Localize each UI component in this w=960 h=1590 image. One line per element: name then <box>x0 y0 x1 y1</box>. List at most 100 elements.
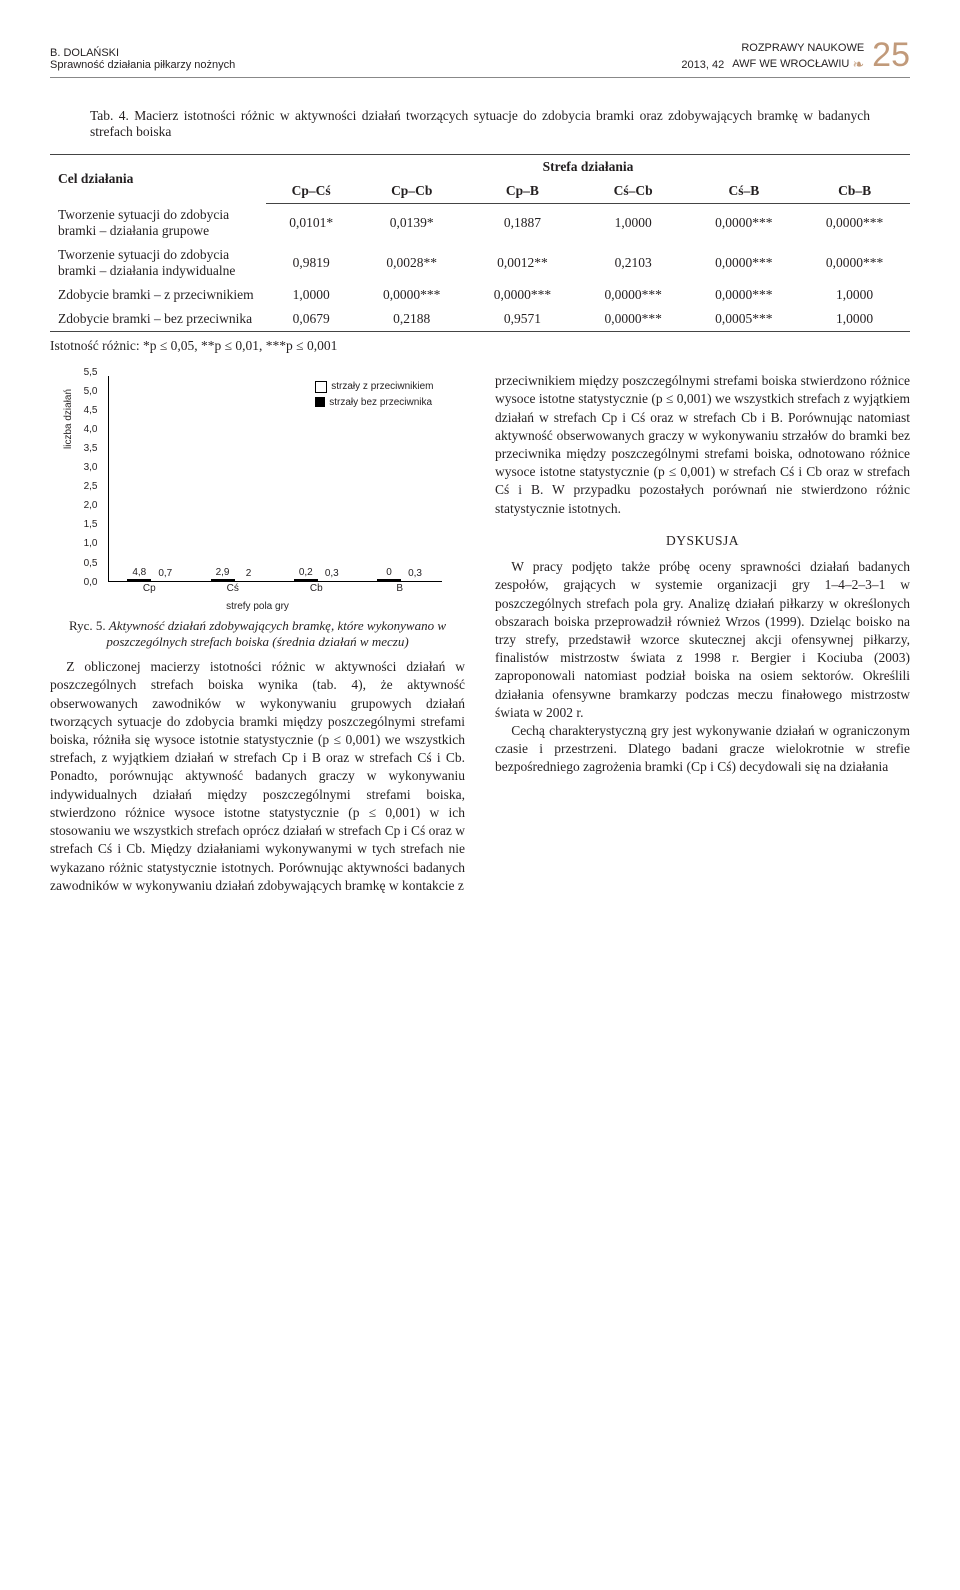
bar-chart: liczba działań 0,00,51,01,52,02,53,03,54… <box>68 372 448 602</box>
flame-icon: ❧ <box>852 56 864 72</box>
page-number: 25 <box>872 40 910 71</box>
bar-group: 0,20,3 <box>282 579 355 581</box>
table-caption-text: Macierz istotności różnic w aktywności d… <box>90 108 870 139</box>
bar-value-label: 2 <box>246 567 252 581</box>
bar-value-label: 0,7 <box>158 567 172 581</box>
right-column: przeciwnikiem między poszczególnymi stre… <box>495 372 910 895</box>
table-body: Tworzenie sytuacji do zdobycia bramki – … <box>50 203 910 332</box>
y-tick: 3,0 <box>84 461 98 475</box>
y-tick: 0,5 <box>84 556 98 570</box>
table-cell: 1,0000 <box>799 283 910 307</box>
row-label: Zdobycie bramki – bez przeciwnika <box>50 307 266 332</box>
bar-value-label: 0,3 <box>408 567 422 581</box>
table-cell: 0,1887 <box>467 203 578 243</box>
row-label: Tworzenie sytuacji do zdobycia bramki – … <box>50 243 266 283</box>
table-cell: 0,0000*** <box>578 307 689 332</box>
table-cell: 0,0000*** <box>356 283 467 307</box>
legend-row: strzały z przeciwnikiem <box>315 380 433 394</box>
x-tick-label: Cp <box>108 582 192 602</box>
header-journal-line1: ROZPRAWY NAUKOWE <box>732 42 864 54</box>
table-cell: 0,0000*** <box>578 283 689 307</box>
header-year: 2013, 42 <box>681 59 724 71</box>
table-cell: 1,0000 <box>799 307 910 332</box>
header-journal-line2: AWF WE WROCŁAWIU ❧ <box>732 54 864 71</box>
chart-legend: strzały z przeciwnikiem strzały bez prze… <box>311 378 437 413</box>
table-cell: 0,0000*** <box>799 203 910 243</box>
header-subtitle: Sprawność działania piłkarzy nożnych <box>50 59 235 71</box>
significance-note: Istotność różnic: *p ≤ 0,05, **p ≤ 0,01,… <box>50 338 910 354</box>
legend-row: strzały bez przeciwnika <box>315 396 433 410</box>
bar-value-label: 0 <box>386 566 392 580</box>
table-cell: 0,0005*** <box>689 307 800 332</box>
table-cell: 0,0139* <box>356 203 467 243</box>
table-caption-prefix: Tab. 4. <box>90 108 134 123</box>
y-axis: 0,00,51,01,52,02,53,03,54,04,55,05,5 <box>68 372 102 582</box>
column-header: Cp–Cb <box>356 179 467 204</box>
right-paragraph: przeciwnikiem między poszczególnymi stre… <box>495 372 910 518</box>
table-cell: 0,0012** <box>467 243 578 283</box>
table-cell: 0,0000*** <box>689 283 800 307</box>
table-cell: 1,0000 <box>266 283 356 307</box>
y-tick: 2,0 <box>84 499 98 513</box>
x-axis-labels: CpCśCbB <box>108 582 442 602</box>
table-row: Zdobycie bramki – bez przeciwnika0,06790… <box>50 307 910 332</box>
bar-group: 4,80,7 <box>115 579 188 581</box>
y-tick: 4,5 <box>84 404 98 418</box>
table-cell: 0,0000*** <box>689 203 800 243</box>
table-cell: 0,0028** <box>356 243 467 283</box>
legend-swatch-black <box>315 397 325 407</box>
header-right: 2013, 42 ROZPRAWY NAUKOWE AWF WE WROCŁAW… <box>681 40 910 71</box>
page-header: B. DOLAŃSKI Sprawność działania piłkarzy… <box>50 40 910 78</box>
column-header: Cś–Cb <box>578 179 689 204</box>
table-row: Tworzenie sytuacji do zdobycia bramki – … <box>50 203 910 243</box>
y-tick: 5,0 <box>84 384 98 398</box>
discussion-heading: DYSKUSJA <box>495 532 910 550</box>
table-cell: 0,0000*** <box>799 243 910 283</box>
bar-value-label: 2,9 <box>216 566 230 580</box>
legend-swatch-white <box>315 381 327 393</box>
two-column-region: liczba działań 0,00,51,01,52,02,53,03,54… <box>50 372 910 895</box>
left-column: liczba działań 0,00,51,01,52,02,53,03,54… <box>50 372 465 895</box>
x-tick-label: Cb <box>275 582 359 602</box>
y-tick: 2,5 <box>84 480 98 494</box>
column-header: Cś–B <box>689 179 800 204</box>
bar-with-opponent: 4,8 <box>127 579 151 581</box>
x-axis-title: strefy pola gry <box>50 600 465 614</box>
column-header: Cp–B <box>467 179 578 204</box>
chart-wrap: liczba działań 0,00,51,01,52,02,53,03,54… <box>50 372 465 650</box>
row-label: Tworzenie sytuacji do zdobycia bramki – … <box>50 203 266 243</box>
table-caption: Tab. 4. Macierz istotności różnic w akty… <box>90 108 870 140</box>
table-cell: 0,0000*** <box>689 243 800 283</box>
column-header: Cp–Cś <box>266 179 356 204</box>
y-tick: 1,0 <box>84 537 98 551</box>
super-header: Strefa działania <box>266 154 910 179</box>
row-header-label: Cel działania <box>50 154 266 203</box>
table-cell: 0,9571 <box>467 307 578 332</box>
y-tick: 5,5 <box>84 365 98 379</box>
table-cell: 0,0000*** <box>467 283 578 307</box>
table-cell: 0,2103 <box>578 243 689 283</box>
header-journal-text: AWF WE WROCŁAWIU <box>732 58 849 70</box>
chart-caption: Ryc. 5. Aktywność działań zdobywających … <box>50 618 465 651</box>
chart-caption-text: Aktywność działań zdobywających bramkę, … <box>106 618 446 649</box>
table-cell: 0,2188 <box>356 307 467 332</box>
y-tick: 0,0 <box>84 575 98 589</box>
bar-value-label: 0,2 <box>299 566 313 580</box>
table-cell: 1,0000 <box>578 203 689 243</box>
chart-caption-prefix: Ryc. 5. <box>69 618 109 633</box>
table-row: Zdobycie bramki – z przeciwnikiem1,00000… <box>50 283 910 307</box>
discussion-paragraph-1: W pracy podjęto także próbę oceny sprawn… <box>495 558 910 722</box>
bar-group: 00,3 <box>365 579 438 581</box>
x-tick-label: B <box>358 582 442 602</box>
bar-value-label: 4,8 <box>132 566 146 580</box>
discussion-paragraph-2: Cechą charakterystyczną gry jest wykonyw… <box>495 722 910 777</box>
table-cell: 0,0679 <box>266 307 356 332</box>
x-tick-label: Cś <box>191 582 275 602</box>
table-cell: 0,0101* <box>266 203 356 243</box>
legend-label-1: strzały z przeciwnikiem <box>331 380 433 394</box>
header-left: B. DOLAŃSKI Sprawność działania piłkarzy… <box>50 47 235 71</box>
bar-value-label: 0,3 <box>325 567 339 581</box>
header-author: B. DOLAŃSKI <box>50 47 235 59</box>
bar-group: 2,92 <box>198 579 271 581</box>
row-label: Zdobycie bramki – z przeciwnikiem <box>50 283 266 307</box>
